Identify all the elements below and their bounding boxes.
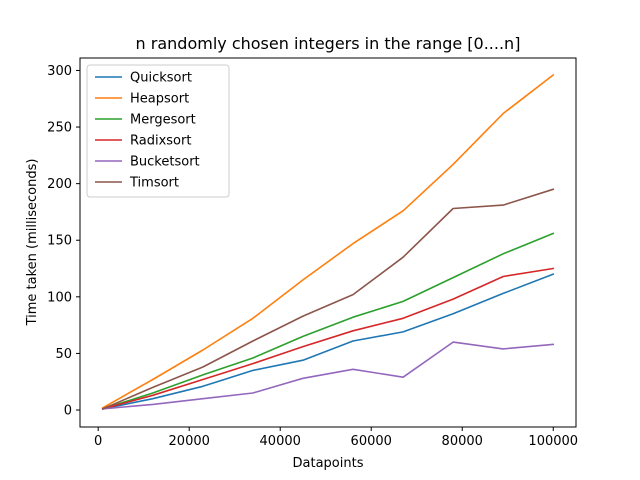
series-line-bucketsort [101, 341, 555, 410]
x-axis-label: Datapoints [293, 456, 364, 471]
x-tick-label: 80000 [442, 434, 483, 449]
legend-label-mergesort: Mergesort [130, 113, 196, 128]
legend-label-radixsort: Radixsort [130, 134, 191, 149]
x-axis: 0 20000 40000 60000 80000 100000 [94, 427, 578, 449]
y-axis: 0 50 100 150 200 250 300 [47, 64, 80, 419]
y-tick-label: 250 [47, 121, 72, 136]
y-tick-label: 300 [47, 64, 72, 79]
x-tick-label: 0 [94, 434, 102, 449]
chart-title: n randomly chosen integers in the range … [136, 34, 521, 53]
y-tick-label: 0 [64, 404, 72, 419]
x-tick-label: 20000 [169, 434, 210, 449]
series-line-heapsort [101, 73, 555, 409]
series-line-mergesort [101, 232, 555, 410]
plot-frame [79, 57, 577, 428]
series-line-timsort [101, 188, 555, 410]
series-line-quicksort [101, 273, 555, 410]
x-tick-label: 60000 [351, 434, 392, 449]
legend-label-quicksort: Quicksort [130, 71, 192, 86]
legend-label-heapsort: Heapsort [130, 92, 189, 107]
legend-box [86, 64, 230, 198]
y-tick-label: 150 [47, 234, 72, 249]
legend-label-bucketsort: Bucketsort [130, 155, 200, 170]
x-tick-label: 100000 [528, 434, 578, 449]
y-tick-label: 100 [47, 290, 72, 305]
y-tick-label: 50 [55, 347, 72, 362]
x-tick-label: 40000 [260, 434, 301, 449]
series-line-radixsort [101, 267, 555, 410]
y-axis-label: Time taken (milliseconds) [25, 159, 40, 327]
y-tick-label: 200 [47, 177, 72, 192]
plot-area [101, 73, 555, 410]
legend: Quicksort Heapsort Mergesort Radixsort Bucke… [86, 64, 230, 198]
legend-label-timsort: Timsort [129, 176, 179, 191]
